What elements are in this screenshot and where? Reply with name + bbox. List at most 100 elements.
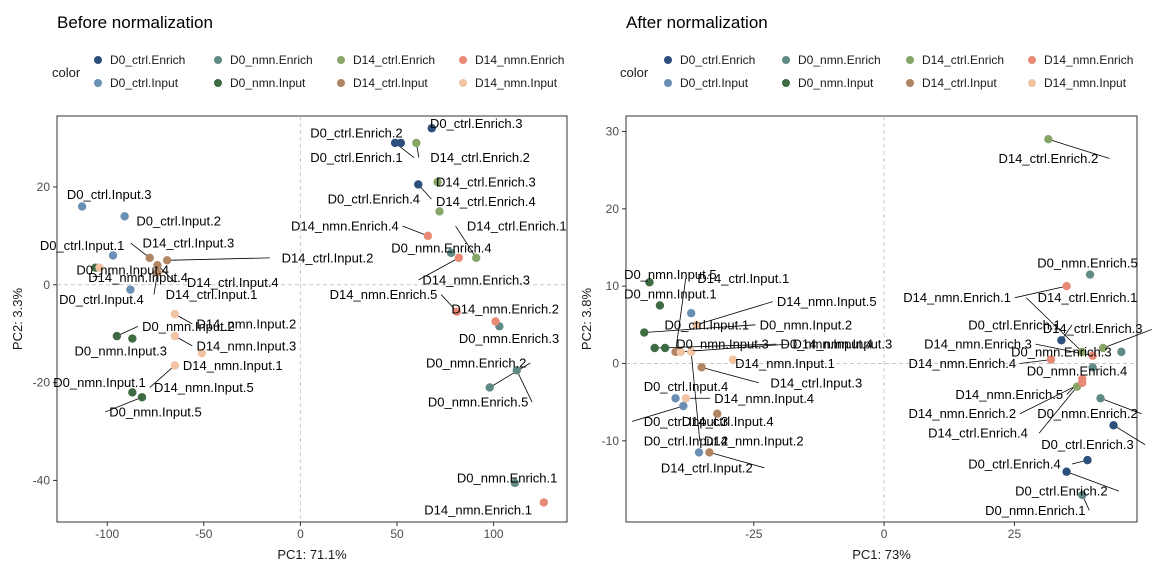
y-tick-label: 20 [37,180,51,194]
data-point [713,409,722,418]
y-tick-label: -40 [33,473,51,487]
legend-entry-label: D14_nmn.Enrich [1044,53,1133,67]
x-tick-label: -25 [745,527,763,541]
points [640,135,1126,500]
point-label: D0_ctrl.Enrich.1 [310,150,402,165]
data-point [112,331,122,341]
y-tick-label: 0 [43,278,50,292]
point-label: D14_ctrl.Input.1 [697,271,789,286]
point-label: D14_nmn.Input.1 [183,358,283,373]
data-point [679,401,688,411]
data-point [162,256,172,265]
data-point [1057,336,1066,345]
label-leader-line [701,366,759,384]
data-point [170,361,180,370]
point-label: D0_nmn.Input.2 [760,317,853,332]
data-point [128,334,137,343]
legend-key-dot [906,79,914,87]
point-label: D0_nmn.Enrich.1 [985,503,1085,518]
pca-panel-after: After normalization color D0_ctrl.Enrich D0… [579,13,1152,562]
label-leader-line [1066,471,1120,492]
legend-entry-label: D14_ctrl.Input [353,76,428,90]
point-label: D14_ctrl.Input.3 [770,375,862,390]
point-label: D14_nmn.Enrich.4 [291,219,399,234]
data-point [650,343,659,353]
data-point [153,268,162,277]
point-label: D0_nmn.Enrich.3 [1011,344,1111,359]
legend-entry-label: D0_ctrl.Enrich [680,53,755,67]
data-point [692,320,701,329]
point-label: D14_nmn.Enrich.3 [924,337,1032,352]
legend-key-dot [664,79,672,87]
point-label: D14_nmn.Enrich.5 [330,287,438,302]
plot-panel [56,115,568,523]
legend-entry-label: D0_ctrl.Input [680,76,749,90]
point-label: D0_ctrl.Input.1 [665,317,750,332]
data-point [1109,421,1118,430]
data-point [120,212,129,221]
point-label: D0_ctrl.Enrich.1 [968,317,1060,332]
data-point [705,448,714,457]
point-label: D14_nmn.Input.4 [714,391,814,406]
point-label: D0_ctrl.Input.1 [40,238,125,253]
data-point [1098,343,1108,353]
x-axis-title: PC1: 71.1% [277,547,347,562]
point-label: D0_ctrl.Input.3 [644,414,729,429]
data-point [1088,363,1097,372]
panel-title: After normalization [626,13,768,32]
label-leader-line [455,225,477,259]
label-leader-line [690,351,701,441]
legend: color D0_ctrl.Enrich D0_nmn.Enrich D14_ctrl… [620,53,1133,90]
label-leader-line [489,362,531,388]
data-point [686,309,696,318]
point-label: D14_ctrl.Enrich.2 [998,151,1098,166]
data-point [694,448,704,457]
point-label: D0_nmn.Enrich.1 [457,470,557,485]
point-label: D14_nmn.Input.2 [704,433,804,448]
legend-entry-label: D14_nmn.Enrich [475,53,564,67]
legend-key-dot [664,56,672,64]
point-label: D14_nmn.Enrich.5 [955,387,1063,402]
point-label: D0_ctrl.Input.3 [67,187,152,202]
label-leaders [631,138,1152,511]
label-leader-line [1100,397,1142,415]
legend-key-dot [94,79,102,87]
legend-key-dot [782,79,790,87]
data-point [676,347,685,357]
x-axis-title: PC1: 73% [852,547,911,562]
data-point [396,138,406,148]
point-labels: D0_ctrl.Enrich.1 D0_ctrl.Enrich.2 D0_ctrl.… [40,116,567,517]
legend-entry-label: D14_ctrl.Input [922,76,997,90]
legend-key-dot [337,56,345,64]
data-point [645,278,654,287]
data-point [433,177,442,187]
data-point [510,478,520,488]
point-label: D14_nmn.Enrich.2 [451,302,559,317]
legend-entry-label: D0_nmn.Input [798,76,874,90]
point-label: D0_ctrl.Enrich.4 [328,192,420,207]
data-point [1096,394,1105,403]
data-point [681,394,691,403]
x-tick-label: 25 [1008,527,1022,541]
panel-title: Before normalization [57,13,213,32]
point-label: D14_ctrl.Enrich.4 [928,426,1028,441]
point-label: D0_nmn.Enrich.4 [1027,364,1127,379]
label-leader-line [167,257,270,261]
point-label: D14_nmn.Enrich.3 [422,272,530,287]
data-point [95,263,104,272]
x-tick-label: 0 [297,527,304,541]
point-label: D0_ctrl.Enrich.3 [430,116,522,131]
point-label: D14_nmn.Input.3 [793,337,893,352]
label-leader-line [1019,359,1052,364]
point-label: D14_ctrl.Input.2 [661,460,753,475]
label-leader-line [1048,138,1110,159]
point-label: D14_ctrl.Input.4 [187,275,279,290]
label-leader-line [1025,297,1083,353]
data-point [412,138,421,148]
point-label: D0_ctrl.Input.2 [644,433,729,448]
legend: color D0_ctrl.Enrich D0_nmn.Enrich D14_ctrl… [52,53,564,90]
label-leader-line [1014,285,1067,299]
x-tick-label: -50 [195,527,213,541]
x-tick-label: 50 [390,527,404,541]
data-point [1085,270,1095,279]
